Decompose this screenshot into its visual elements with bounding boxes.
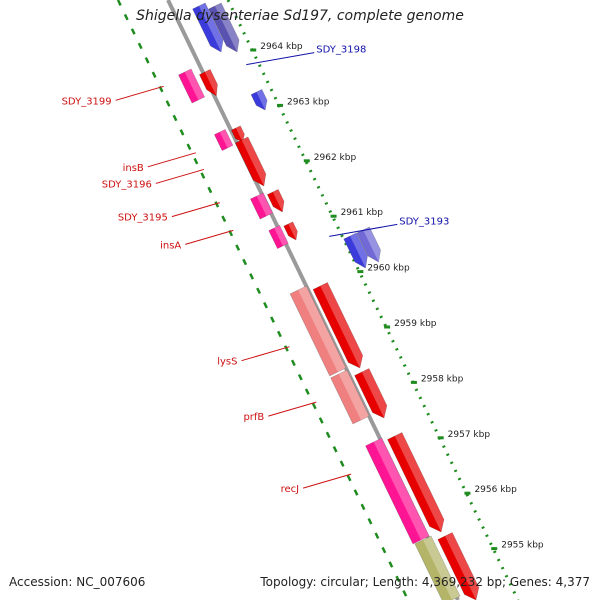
cds-sdy3195 <box>283 221 298 241</box>
cds-prfB <box>354 368 388 419</box>
cds-lysS <box>312 282 364 369</box>
gene-label-left: prfB <box>243 412 264 423</box>
gene-sdy3196 <box>250 192 274 220</box>
label-leader <box>241 346 290 362</box>
rna-block-2963 <box>250 88 268 111</box>
rna-block-top-2 <box>208 2 240 53</box>
cds-sdy3196 <box>266 188 285 213</box>
rna-sdy3193-2 <box>356 226 381 263</box>
label-leader <box>155 168 204 184</box>
gene-label-left: SDY_3199 <box>62 96 112 107</box>
rna-sdy3193-1 <box>343 232 368 269</box>
gene-lysS <box>289 285 347 377</box>
gene-label-right: SDY_3198 <box>316 45 366 56</box>
ring-dots <box>116 0 520 600</box>
label-leader <box>268 401 317 417</box>
kbp-tick-label: 2956 kbp <box>474 485 517 495</box>
topology-text: Topology: circular; Length: 4,369,232 bp… <box>260 575 590 589</box>
kbp-tick-label: 2959 kbp <box>394 319 437 329</box>
label-leader <box>185 229 234 245</box>
cds-recJ <box>387 432 445 533</box>
gene-insB <box>213 128 234 152</box>
feature-track <box>178 2 480 600</box>
kbp-tick-label: 2961 kbp <box>341 208 384 218</box>
label-leader <box>329 223 398 237</box>
gene-labels: SDY_3199 insB SDY_3196 SDY_3195 insA lysS prfB… <box>62 45 450 495</box>
kbp-tick-label: 2955 kbp <box>501 541 544 551</box>
label-leader <box>171 202 221 218</box>
gene-label-left: SDY_3196 <box>102 179 152 190</box>
label-leader <box>147 152 196 168</box>
gene-sdy3195 <box>268 224 289 250</box>
gene-prfB <box>330 369 370 425</box>
kbp-tick-label: 2964 kbp <box>260 42 303 52</box>
genome-title: Shigella dysenteriae Sd197, complete gen… <box>136 8 464 24</box>
kbp-tick-label: 2957 kbp <box>448 430 491 440</box>
gene-label-left: insB <box>123 163 144 174</box>
label-leader <box>302 473 352 489</box>
kbp-ticks: 2964 kbp 2963 kbp 2962 kbp 2961 kbp 2960 kbp… <box>250 42 544 551</box>
gene-label-left: insA <box>160 240 181 251</box>
cds-bottom <box>437 532 480 600</box>
kbp-tick-label: 2960 kbp <box>367 264 410 274</box>
cds-sdy3199 <box>198 68 218 97</box>
cds-insB <box>234 136 267 187</box>
rna-block-top-1 <box>192 2 224 53</box>
inner-ring <box>226 0 520 600</box>
label-leader <box>246 52 315 66</box>
cds-insB-small <box>230 125 245 143</box>
gene-sdy3199 <box>178 68 206 104</box>
kbp-tick-label: 2958 kbp <box>421 374 464 384</box>
gene-label-left: SDY_3195 <box>118 213 168 224</box>
kbp-tick-label: 2963 kbp <box>287 97 330 107</box>
outer-ring <box>116 0 410 600</box>
kbp-tick-label: 2962 kbp <box>314 153 357 163</box>
gene-recJ <box>365 437 430 545</box>
accession-text: Accession: NC_007606 <box>9 575 146 589</box>
gene-label-left: recJ <box>281 484 300 495</box>
gene-label-left: lysS <box>217 357 237 368</box>
gene-olive <box>414 535 461 600</box>
gene-label-right: SDY_3193 <box>399 216 449 227</box>
label-leader <box>115 85 164 101</box>
